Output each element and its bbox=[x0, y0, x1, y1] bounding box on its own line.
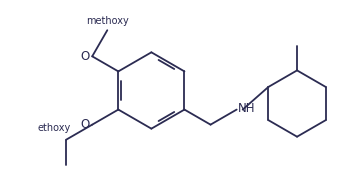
Text: NH: NH bbox=[238, 102, 255, 115]
Text: ethoxy: ethoxy bbox=[37, 123, 71, 133]
Text: methoxy: methoxy bbox=[86, 16, 128, 26]
Text: O: O bbox=[80, 118, 90, 131]
Text: O: O bbox=[80, 50, 90, 63]
